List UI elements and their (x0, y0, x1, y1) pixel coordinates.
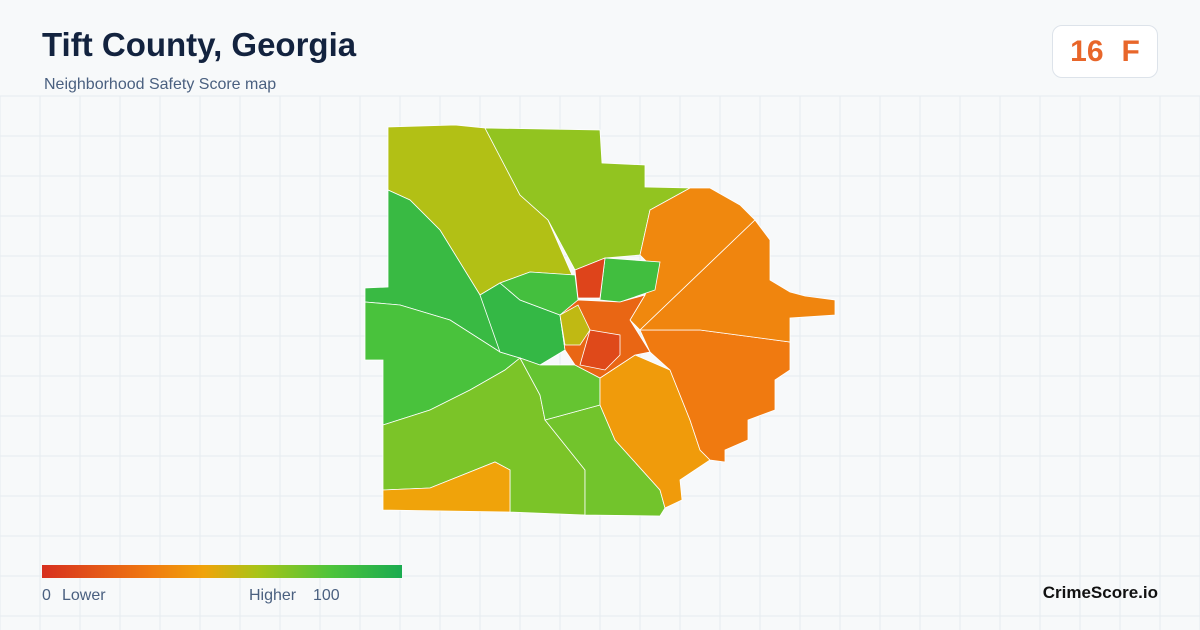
neighborhood (639, 219, 836, 343)
score-badge: 16 F (1052, 25, 1158, 78)
neighborhood (639, 329, 791, 463)
neighborhood (579, 329, 621, 371)
score: 16 (1070, 34, 1104, 68)
legend-min-label: Lower (62, 587, 106, 604)
legend-max: 100 (313, 587, 340, 604)
subtitle: Neighborhood Safety Score map (44, 76, 277, 93)
neighborhood (559, 304, 591, 346)
legend-min: 0 (42, 587, 51, 604)
brand: CrimeScore.io (1042, 583, 1158, 602)
neighborhood (574, 257, 606, 299)
neighborhood (382, 461, 511, 513)
title: Tift County, Georgia (42, 26, 357, 63)
legend-max-label: Higher (249, 587, 297, 604)
legend-bar (42, 565, 402, 578)
grade: F (1121, 34, 1140, 68)
